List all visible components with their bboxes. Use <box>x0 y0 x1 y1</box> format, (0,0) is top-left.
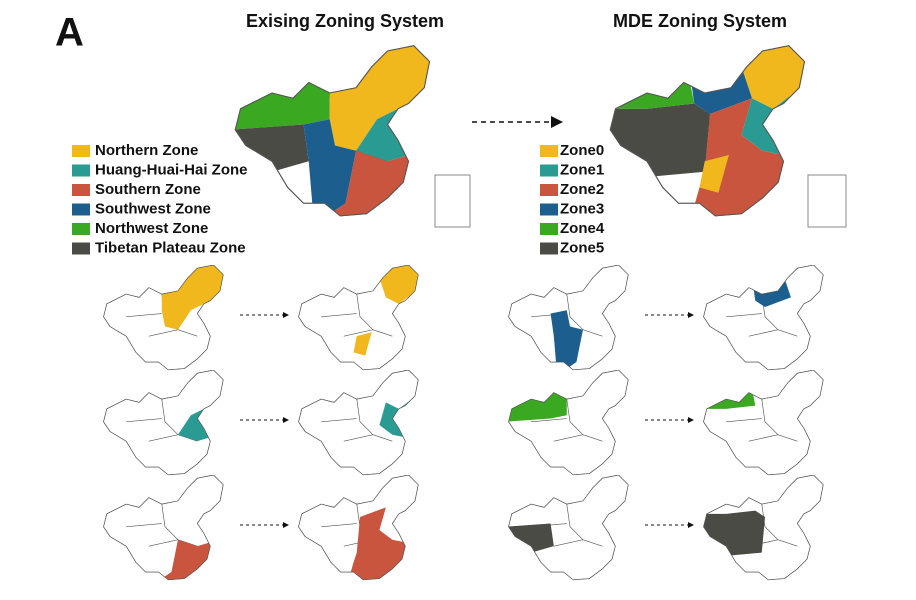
small-map <box>703 265 824 371</box>
legend-swatch <box>72 164 90 177</box>
main-map-existing <box>230 45 471 228</box>
legend-swatch <box>72 242 90 255</box>
legend-swatch <box>540 223 558 235</box>
zone-region <box>505 370 566 422</box>
small-map <box>703 370 824 476</box>
legend-label: Southwest Zone <box>95 200 211 217</box>
small-map <box>103 370 224 476</box>
zone-region <box>700 511 765 556</box>
legend-label: Zone1 <box>560 161 604 178</box>
legend-label: Zone5 <box>560 239 604 256</box>
legend-label: Zone3 <box>560 200 604 217</box>
legend-swatch <box>540 203 558 216</box>
legend-label: Huang-Huai-Hai Zone <box>95 161 248 178</box>
legend-swatch <box>540 145 558 157</box>
legend-label: Zone4 <box>560 220 605 237</box>
main-map-mde <box>605 45 847 228</box>
zone-region <box>700 389 755 408</box>
map-pair <box>103 475 425 585</box>
legend-label: Northwest Zone <box>95 220 208 237</box>
legend-label: Tibetan Plateau Zone <box>95 239 246 256</box>
map-pair <box>505 370 824 476</box>
small-map <box>103 475 224 581</box>
map-pair <box>103 265 425 371</box>
panel-label: A <box>55 11 84 55</box>
legend-swatch <box>540 242 558 255</box>
legend-label: Zone0 <box>560 142 604 159</box>
small-map <box>508 370 629 476</box>
legend-swatch <box>72 145 90 157</box>
small-map <box>298 370 419 476</box>
small-maps <box>103 265 824 585</box>
legend-swatch <box>72 223 90 235</box>
legend-label: Southern Zone <box>95 181 201 198</box>
legend-swatch <box>540 184 558 196</box>
legend-label: Northern Zone <box>95 142 198 159</box>
legend-swatch <box>540 164 558 177</box>
map-title: Exising Zoning System <box>246 11 444 31</box>
legend-swatch <box>72 203 90 216</box>
legend-swatch <box>72 184 90 196</box>
map-pair <box>103 370 425 476</box>
map-title: MDE Zoning System <box>613 11 787 31</box>
legend-label: Zone2 <box>560 181 604 198</box>
map-pair <box>505 475 824 581</box>
legends: Northern Zone Huang-Huai-Hai Zone Southern… <box>72 142 605 256</box>
map-pair <box>508 265 824 375</box>
